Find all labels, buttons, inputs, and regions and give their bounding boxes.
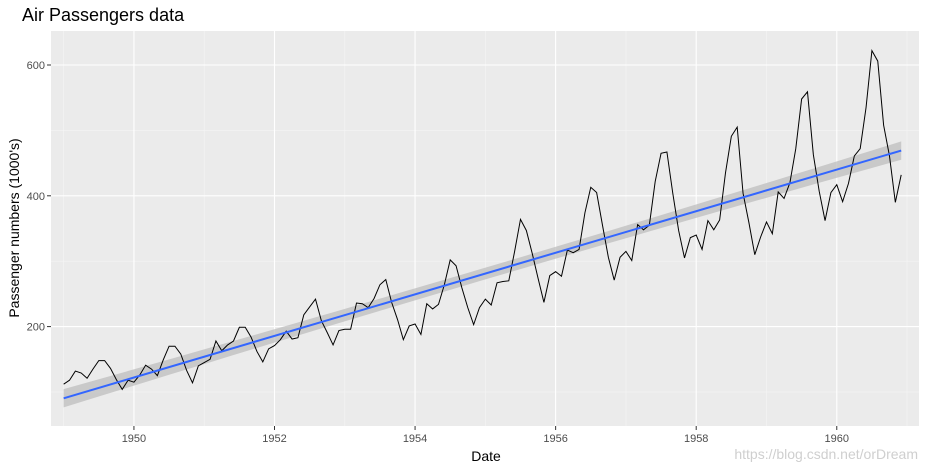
series-group: [63, 48, 902, 391]
x-tick-label: 1960: [825, 433, 849, 445]
x-tick-label: 1950: [122, 433, 146, 445]
observed-series-line: [63, 48, 902, 391]
watermark-text: https://blog.csdn.net/orDream: [734, 446, 918, 462]
x-tick-label: 1952: [262, 433, 286, 445]
y-tick-label: 600: [27, 60, 45, 72]
x-axis-ticks: 1950 1952 1954 1956 1958 1960: [122, 426, 849, 445]
chart-title: Air Passengers data: [22, 5, 185, 25]
y-tick-label: 200: [27, 322, 45, 334]
y-axis-ticks: 200 400 600: [27, 60, 51, 334]
y-axis-title: Passenger numbers (1000's): [6, 138, 22, 317]
x-tick-label: 1958: [684, 433, 708, 445]
y-tick-label: 400: [27, 191, 45, 203]
trend-group: [63, 149, 902, 400]
x-tick-label: 1956: [543, 433, 567, 445]
major-gridlines: [51, 31, 919, 426]
x-tick-label: 1954: [403, 433, 427, 445]
trend-line: [63, 149, 902, 400]
minor-gridlines: [51, 31, 919, 426]
x-axis-title: Date: [471, 448, 501, 464]
